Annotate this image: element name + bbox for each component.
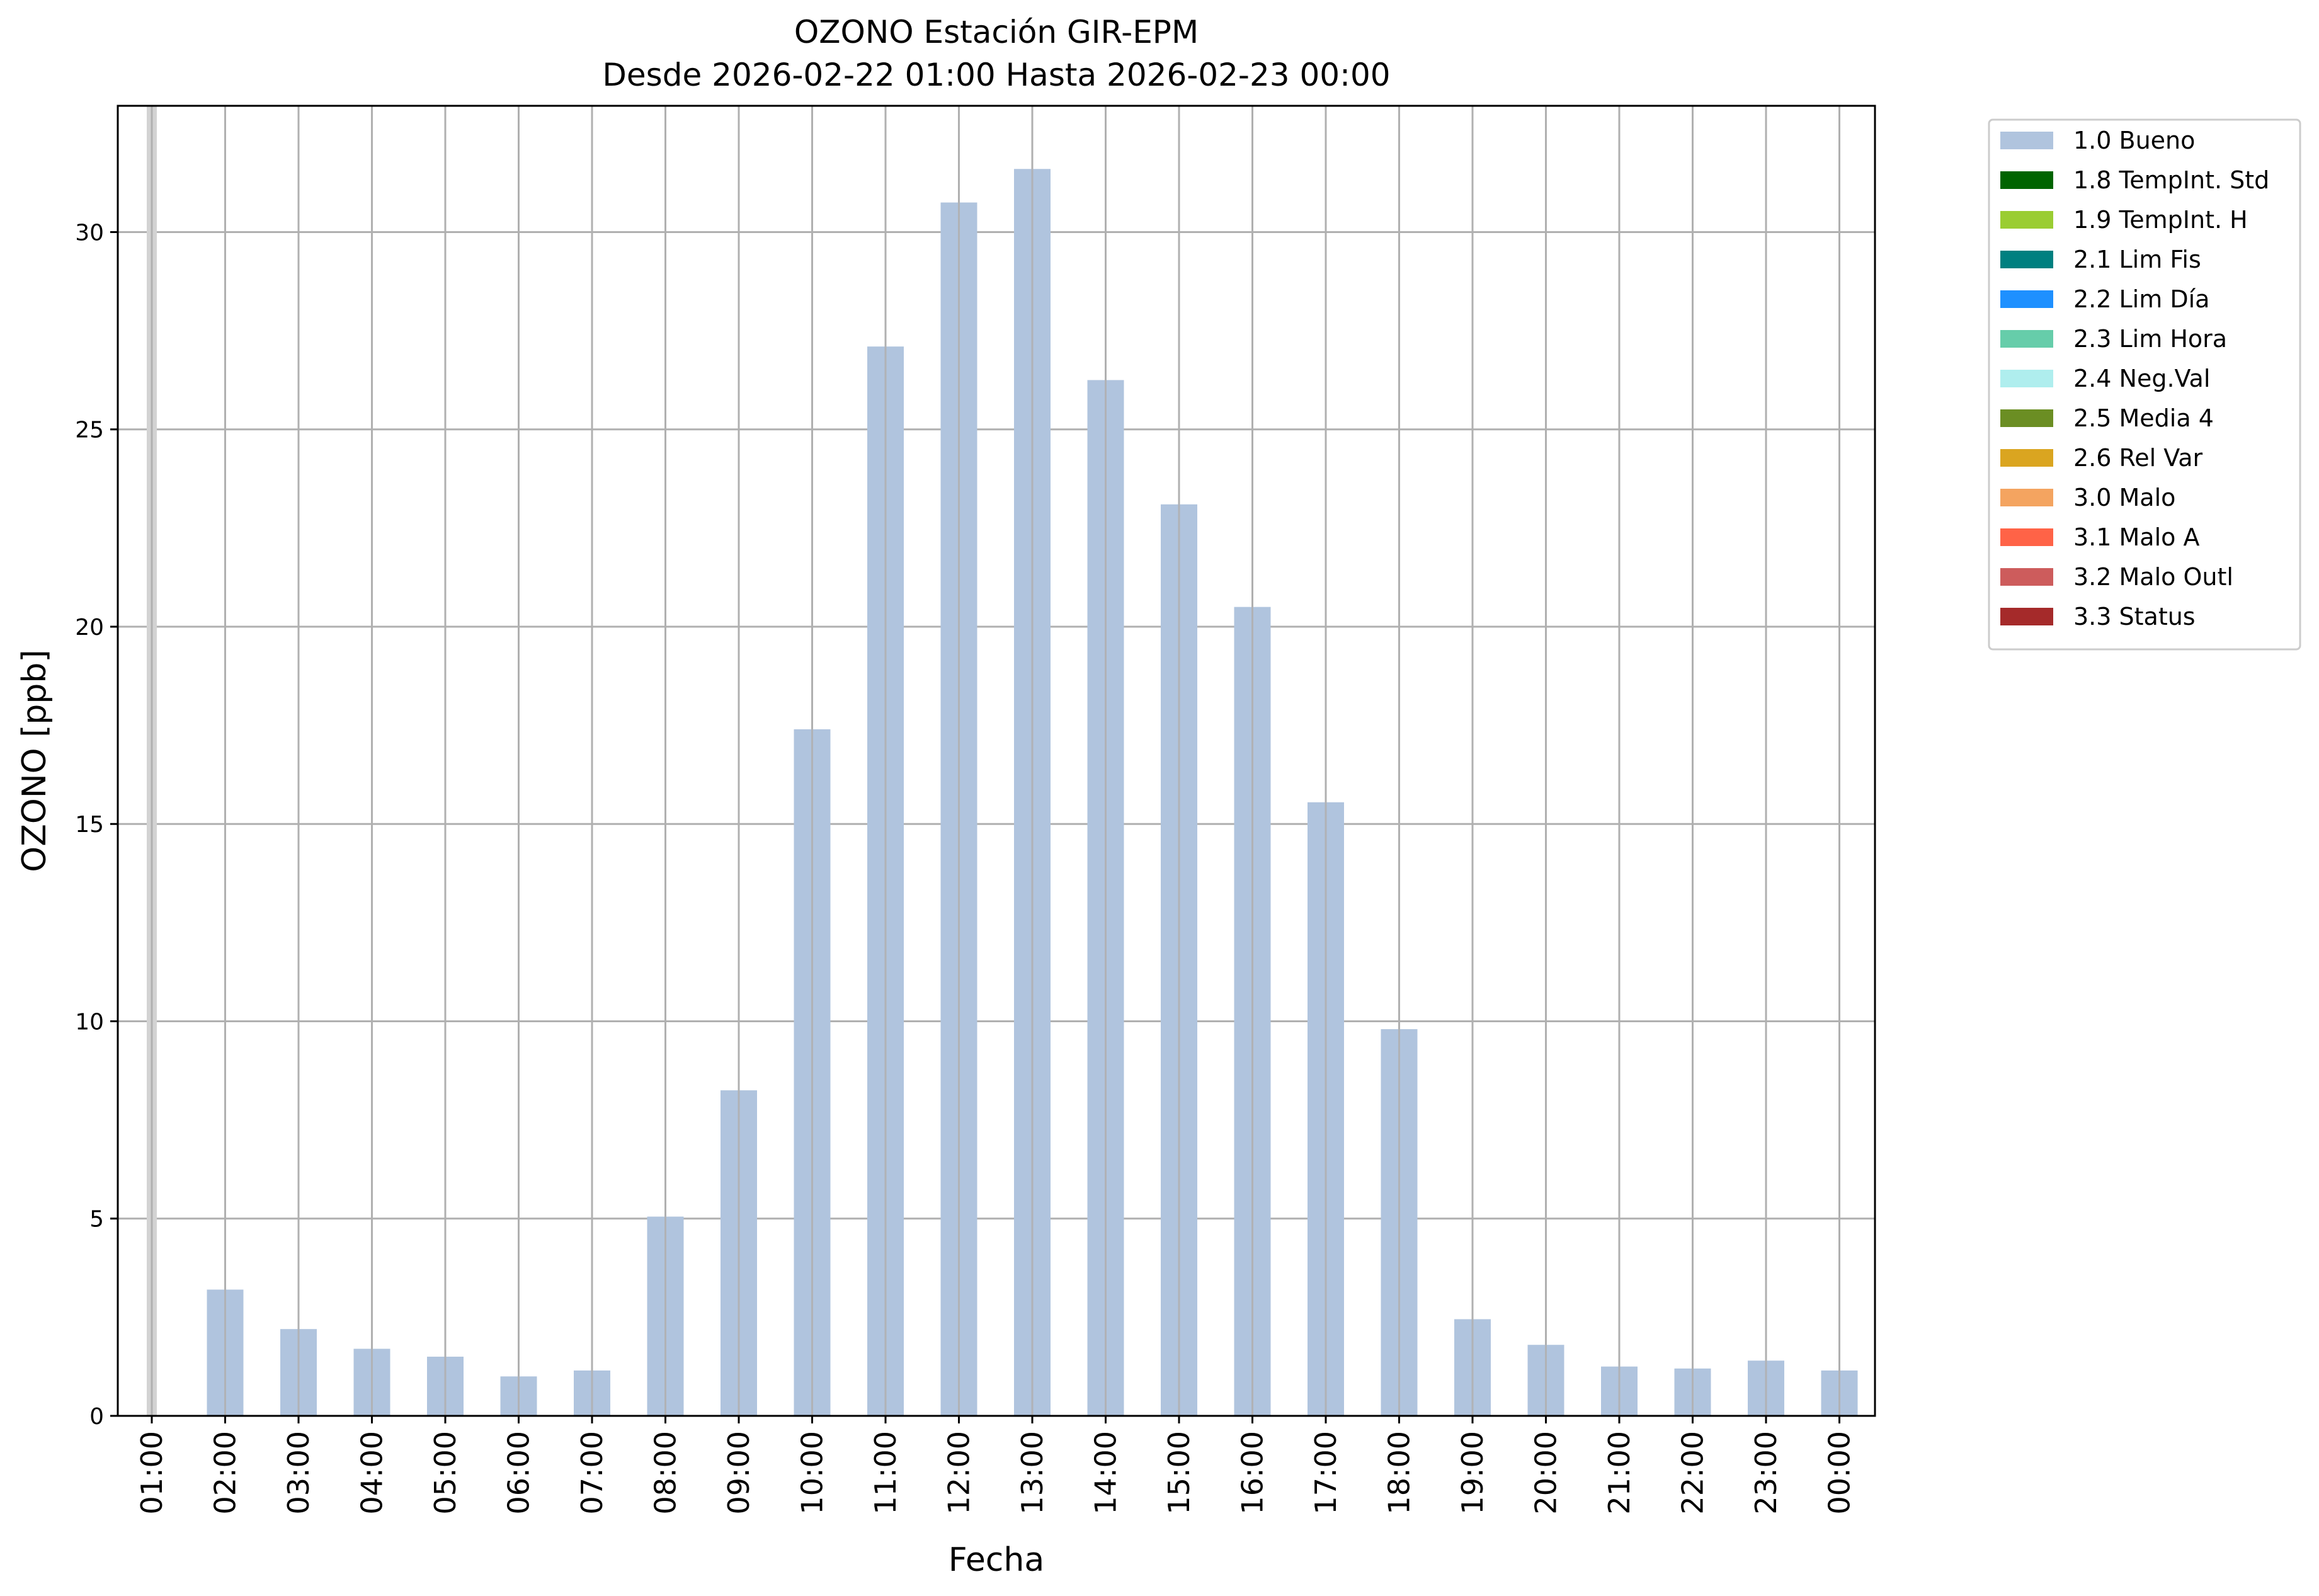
x-tick-label: 02:00 — [208, 1431, 242, 1515]
x-axis-label: Fecha — [949, 1541, 1044, 1579]
y-axis-ticks: 0 5 10 15 20 25 30 — [75, 220, 118, 1430]
legend-swatch — [2000, 132, 2053, 149]
x-tick-label: 21:00 — [1602, 1431, 1636, 1515]
legend-swatch — [2000, 330, 2053, 348]
legend-swatch — [2000, 409, 2053, 427]
x-tick-label: 15:00 — [1162, 1431, 1196, 1515]
x-tick-label: 06:00 — [502, 1431, 536, 1515]
legend-label: 1.8 TempInt. Std — [2073, 166, 2269, 194]
x-tick-label: 18:00 — [1382, 1431, 1416, 1515]
x-tick-label: 10:00 — [795, 1431, 829, 1515]
legend-label: 2.5 Media 4 — [2073, 404, 2214, 432]
y-tick-label: 5 — [89, 1207, 104, 1233]
x-tick-label: 16:00 — [1236, 1431, 1270, 1515]
legend-label: 3.2 Malo Outl — [2073, 563, 2233, 591]
x-tick-label: 11:00 — [869, 1431, 903, 1515]
legend-swatch — [2000, 608, 2053, 625]
y-tick-label: 15 — [75, 812, 104, 838]
x-tick-label: 08:00 — [649, 1431, 683, 1515]
x-tick-label: 00:00 — [1823, 1431, 1857, 1515]
legend-label: 2.1 Lim Fis — [2073, 246, 2201, 273]
x-tick-label: 14:00 — [1089, 1431, 1123, 1515]
legend-swatch — [2000, 171, 2053, 189]
legend-swatch — [2000, 568, 2053, 586]
legend-swatch — [2000, 489, 2053, 506]
x-tick-label: 20:00 — [1529, 1431, 1563, 1515]
plot-frame — [117, 105, 1876, 1417]
legend-swatch — [2000, 449, 2053, 467]
legend-swatch — [2000, 290, 2053, 308]
legend-label: 3.0 Malo — [2073, 484, 2175, 511]
chart-title: OZONO Estación GIR-EPM — [794, 14, 1199, 50]
x-tick-label: 23:00 — [1749, 1431, 1783, 1515]
y-axis-label: OZONO [ppb] — [16, 649, 54, 872]
x-tick-label: 17:00 — [1309, 1431, 1343, 1515]
x-tick-label: 22:00 — [1676, 1431, 1710, 1515]
bars — [207, 169, 1858, 1416]
x-tick-label: 12:00 — [942, 1431, 976, 1515]
legend-label: 2.6 Rel Var — [2073, 444, 2203, 472]
y-tick-label: 25 — [75, 418, 104, 443]
legend-label: 2.2 Lim Día — [2073, 285, 2209, 313]
legend-swatch — [2000, 370, 2053, 387]
chart-subtitle: Desde 2026-02-22 01:00 Hasta 2026-02-23 … — [602, 57, 1390, 93]
y-tick-label: 0 — [89, 1404, 104, 1430]
x-tick-label: 19:00 — [1456, 1431, 1490, 1515]
x-tick-label: 01:00 — [135, 1431, 169, 1515]
plot-background — [118, 106, 1875, 1416]
legend-label: 3.3 Status — [2073, 603, 2196, 630]
legend-swatch — [2000, 251, 2053, 268]
x-tick-label: 04:00 — [355, 1431, 389, 1515]
legend-swatch — [2000, 211, 2053, 229]
x-tick-label: 13:00 — [1015, 1431, 1049, 1515]
legend-label: 2.4 Neg.Val — [2073, 365, 2210, 392]
legend-swatch — [2000, 528, 2053, 546]
legend-label: 1.0 Bueno — [2073, 127, 2195, 154]
y-tick-label: 10 — [75, 1009, 104, 1035]
legend-label: 2.3 Lim Hora — [2073, 325, 2227, 353]
x-tick-label: 07:00 — [575, 1431, 609, 1515]
legend-box — [1988, 118, 2301, 651]
x-axis-ticks: 01:00 02:00 03:00 04:00 05:00 06:00 07:00 08:00… — [135, 1416, 1857, 1515]
y-tick-label: 20 — [75, 615, 104, 641]
y-tick-label: 30 — [75, 220, 104, 246]
x-tick-label: 03:00 — [282, 1431, 316, 1515]
legend-label: 1.9 TempInt. H — [2073, 206, 2248, 234]
legend-label: 3.1 Malo A — [2073, 523, 2199, 551]
legend: 1.0 Bueno 1.8 TempInt. Std 1.9 TempInt. H 2… — [1988, 118, 2301, 651]
x-tick-label: 05:00 — [428, 1431, 462, 1515]
x-tick-label: 09:00 — [722, 1431, 756, 1515]
